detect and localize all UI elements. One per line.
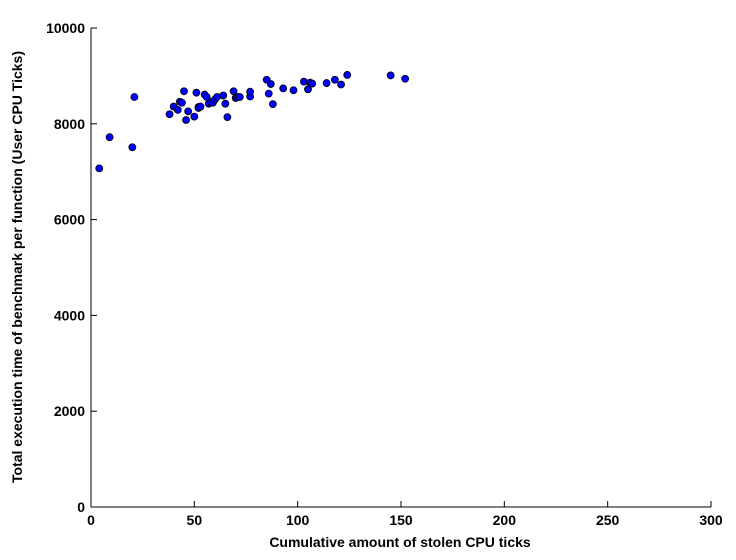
data-point [221, 99, 230, 108]
data-point [184, 107, 193, 116]
data-point [264, 89, 273, 98]
data-point [130, 93, 139, 101]
data-point [343, 71, 352, 79]
data-point [235, 93, 244, 101]
x-tick-label: 0 [87, 512, 95, 528]
data-point [173, 106, 182, 114]
data-point [95, 164, 104, 173]
data-point [289, 86, 298, 95]
data-point [128, 143, 137, 152]
y-tick-label: 6000 [54, 212, 85, 228]
data-point [268, 100, 277, 109]
x-tick-label: 150 [389, 512, 413, 528]
data-points [95, 71, 410, 173]
data-point [266, 80, 275, 88]
data-point [105, 133, 114, 142]
data-point [196, 102, 205, 111]
y-tick-label: 8000 [54, 116, 85, 132]
x-axis-title: Cumulative amount of stolen CPU ticks [269, 534, 531, 550]
data-point [246, 87, 255, 96]
data-point [308, 79, 317, 88]
data-point [219, 91, 228, 100]
x-tick-label: 200 [493, 512, 517, 528]
x-tick-label: 100 [286, 512, 310, 528]
x-tick-label: 300 [699, 512, 723, 528]
x-tick-label: 50 [187, 512, 203, 528]
data-point [165, 110, 174, 119]
x-tick-label: 250 [596, 512, 620, 528]
data-point [180, 87, 188, 96]
data-point [223, 113, 232, 121]
y-tick-label: 10000 [46, 20, 85, 36]
data-point [279, 84, 288, 93]
data-point [330, 75, 339, 84]
data-point [182, 116, 190, 124]
y-axis-title: Total execution time of benchmark per fu… [9, 51, 25, 483]
data-point [178, 98, 186, 107]
y-tick-label: 0 [77, 499, 85, 515]
y-tick-label: 4000 [54, 307, 85, 323]
data-point [337, 80, 345, 89]
y-tick-label: 2000 [54, 403, 85, 419]
data-point [401, 74, 410, 83]
data-point [322, 79, 331, 87]
data-point [192, 88, 201, 97]
data-point [386, 71, 395, 80]
data-point [190, 112, 199, 121]
ticks: 0 50 100 150 200 250 300 0 2000 4000 6000 8000 10000 [46, 20, 723, 528]
